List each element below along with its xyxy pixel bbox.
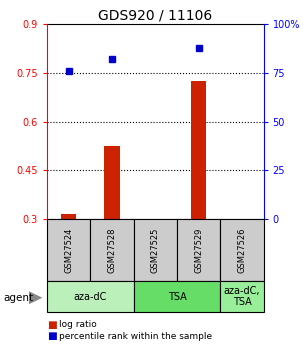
Text: ■: ■ (47, 332, 57, 341)
Text: aza-dC: aza-dC (74, 292, 107, 302)
Bar (220, 219, 264, 281)
Bar (191, 81, 206, 219)
Bar (90, 219, 134, 281)
Text: log ratio: log ratio (59, 321, 97, 329)
Bar (134, 281, 220, 312)
Text: TSA: TSA (168, 292, 186, 302)
Text: GSM27528: GSM27528 (108, 227, 116, 273)
Text: GSM27529: GSM27529 (194, 227, 203, 273)
Text: GSM27524: GSM27524 (64, 227, 73, 273)
Bar (220, 281, 264, 312)
Text: agent: agent (3, 293, 33, 303)
Text: aza-dC,
TSA: aza-dC, TSA (224, 286, 260, 307)
Bar (61, 214, 76, 219)
Bar (47, 219, 90, 281)
Bar (177, 219, 220, 281)
Bar (134, 219, 177, 281)
Text: ■: ■ (47, 320, 57, 330)
Polygon shape (29, 291, 42, 304)
Bar (47, 281, 134, 312)
Text: percentile rank within the sample: percentile rank within the sample (59, 332, 212, 341)
Title: GDS920 / 11106: GDS920 / 11106 (98, 9, 212, 23)
Bar (104, 146, 120, 219)
Text: GSM27525: GSM27525 (151, 227, 160, 273)
Text: GSM27526: GSM27526 (238, 227, 246, 273)
